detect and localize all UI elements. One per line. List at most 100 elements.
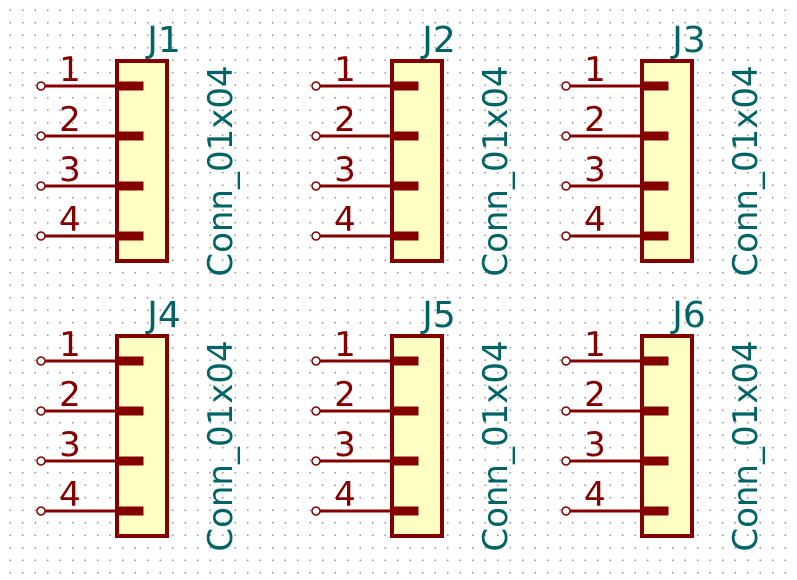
- pin-2[interactable]: 2: [561, 375, 669, 416]
- pin-number-label: 4: [584, 200, 606, 240]
- pin-stub: [390, 81, 419, 91]
- pin-stub: [390, 356, 419, 366]
- pin-4[interactable]: 4: [311, 200, 419, 241]
- pin-stub: [390, 231, 419, 241]
- pin-2[interactable]: 2: [311, 375, 419, 416]
- pin-endpoint[interactable]: [561, 131, 571, 141]
- pin-number-label: 3: [59, 425, 81, 465]
- pin-number-label: 2: [334, 375, 356, 415]
- pin-stub: [115, 356, 144, 366]
- pin-endpoint[interactable]: [561, 406, 571, 416]
- connector-body[interactable]: [390, 59, 444, 263]
- pin-number-label: 1: [334, 325, 356, 365]
- pin-endpoint[interactable]: [561, 81, 571, 91]
- pin-1[interactable]: 1: [311, 325, 419, 366]
- pin-number-label: 4: [584, 475, 606, 515]
- value-label: Conn_01x04: [201, 65, 241, 276]
- pin-endpoint[interactable]: [36, 456, 46, 466]
- pin-stub: [640, 181, 669, 191]
- reference-designator: J5: [420, 295, 456, 336]
- pin-number-label: 2: [59, 100, 81, 140]
- pin-endpoint[interactable]: [561, 506, 571, 516]
- pin-stub: [115, 181, 144, 191]
- connector-j3[interactable]: 1 2 3 4 J3 Conn_01x04: [561, 20, 766, 277]
- pin-4[interactable]: 4: [36, 200, 144, 241]
- connector-body[interactable]: [640, 334, 694, 538]
- pin-endpoint[interactable]: [36, 181, 46, 191]
- pin-1[interactable]: 1: [311, 50, 419, 91]
- pin-stub: [115, 81, 144, 91]
- pin-1[interactable]: 1: [36, 50, 144, 91]
- pin-stub: [115, 456, 144, 466]
- reference-designator: J2: [420, 20, 456, 61]
- pin-stub: [640, 506, 669, 516]
- pin-number-label: 4: [334, 200, 356, 240]
- pin-2[interactable]: 2: [311, 100, 419, 141]
- pin-4[interactable]: 4: [561, 475, 669, 516]
- pin-number-label: 1: [59, 325, 81, 365]
- connector-j6[interactable]: 1 2 3 4 J6 Conn_01x04: [561, 295, 766, 552]
- connector-body[interactable]: [390, 334, 444, 538]
- connector-j2[interactable]: 1 2 3 4 J2 Conn_01x04: [311, 20, 516, 277]
- connector-body[interactable]: [115, 334, 169, 538]
- pin-4[interactable]: 4: [36, 475, 144, 516]
- pin-endpoint[interactable]: [311, 131, 321, 141]
- pin-number-label: 3: [584, 150, 606, 190]
- pin-2[interactable]: 2: [36, 100, 144, 141]
- connector-j4[interactable]: 1 2 3 4 J4 Conn_01x04: [36, 295, 241, 552]
- connector-j5[interactable]: 1 2 3 4 J5 Conn_01x04: [311, 295, 516, 552]
- connector-body[interactable]: [115, 59, 169, 263]
- pin-endpoint[interactable]: [36, 81, 46, 91]
- pin-3[interactable]: 3: [36, 425, 144, 466]
- pin-endpoint[interactable]: [36, 231, 46, 241]
- pin-endpoint[interactable]: [561, 356, 571, 366]
- pin-endpoint[interactable]: [311, 181, 321, 191]
- pin-stub: [115, 406, 144, 416]
- pin-1[interactable]: 1: [561, 325, 669, 366]
- pin-4[interactable]: 4: [311, 475, 419, 516]
- pin-endpoint[interactable]: [561, 181, 571, 191]
- pin-stub: [640, 131, 669, 141]
- pin-endpoint[interactable]: [36, 506, 46, 516]
- value-label: Conn_01x04: [201, 340, 241, 551]
- pin-endpoint[interactable]: [311, 356, 321, 366]
- pin-endpoint[interactable]: [36, 406, 46, 416]
- pin-2[interactable]: 2: [561, 100, 669, 141]
- pin-endpoint[interactable]: [311, 231, 321, 241]
- pin-number-label: 3: [584, 425, 606, 465]
- pin-number-label: 4: [59, 475, 81, 515]
- pin-stub: [390, 506, 419, 516]
- pin-3[interactable]: 3: [561, 150, 669, 191]
- pin-3[interactable]: 3: [311, 150, 419, 191]
- pin-number-label: 2: [59, 375, 81, 415]
- pin-stub: [115, 231, 144, 241]
- pin-1[interactable]: 1: [36, 325, 144, 366]
- reference-designator: J4: [145, 295, 181, 336]
- pin-2[interactable]: 2: [36, 375, 144, 416]
- pin-endpoint[interactable]: [36, 131, 46, 141]
- pin-number-label: 1: [59, 50, 81, 90]
- pin-3[interactable]: 3: [36, 150, 144, 191]
- reference-designator: J3: [670, 20, 706, 61]
- pin-number-label: 2: [584, 100, 606, 140]
- pin-endpoint[interactable]: [36, 356, 46, 366]
- pin-endpoint[interactable]: [561, 231, 571, 241]
- pin-endpoint[interactable]: [311, 406, 321, 416]
- connector-j1[interactable]: 1 2 3 4 J1 Conn_01x04: [36, 20, 241, 277]
- pin-stub: [115, 506, 144, 516]
- pin-endpoint[interactable]: [311, 81, 321, 91]
- connector-body[interactable]: [640, 59, 694, 263]
- reference-designator: J6: [670, 295, 706, 336]
- pin-number-label: 1: [334, 50, 356, 90]
- pin-4[interactable]: 4: [561, 200, 669, 241]
- pin-stub: [390, 131, 419, 141]
- pin-1[interactable]: 1: [561, 50, 669, 91]
- pin-endpoint[interactable]: [561, 456, 571, 466]
- pin-3[interactable]: 3: [311, 425, 419, 466]
- pin-endpoint[interactable]: [311, 456, 321, 466]
- pin-endpoint[interactable]: [311, 506, 321, 516]
- pin-3[interactable]: 3: [561, 425, 669, 466]
- pin-number-label: 1: [584, 325, 606, 365]
